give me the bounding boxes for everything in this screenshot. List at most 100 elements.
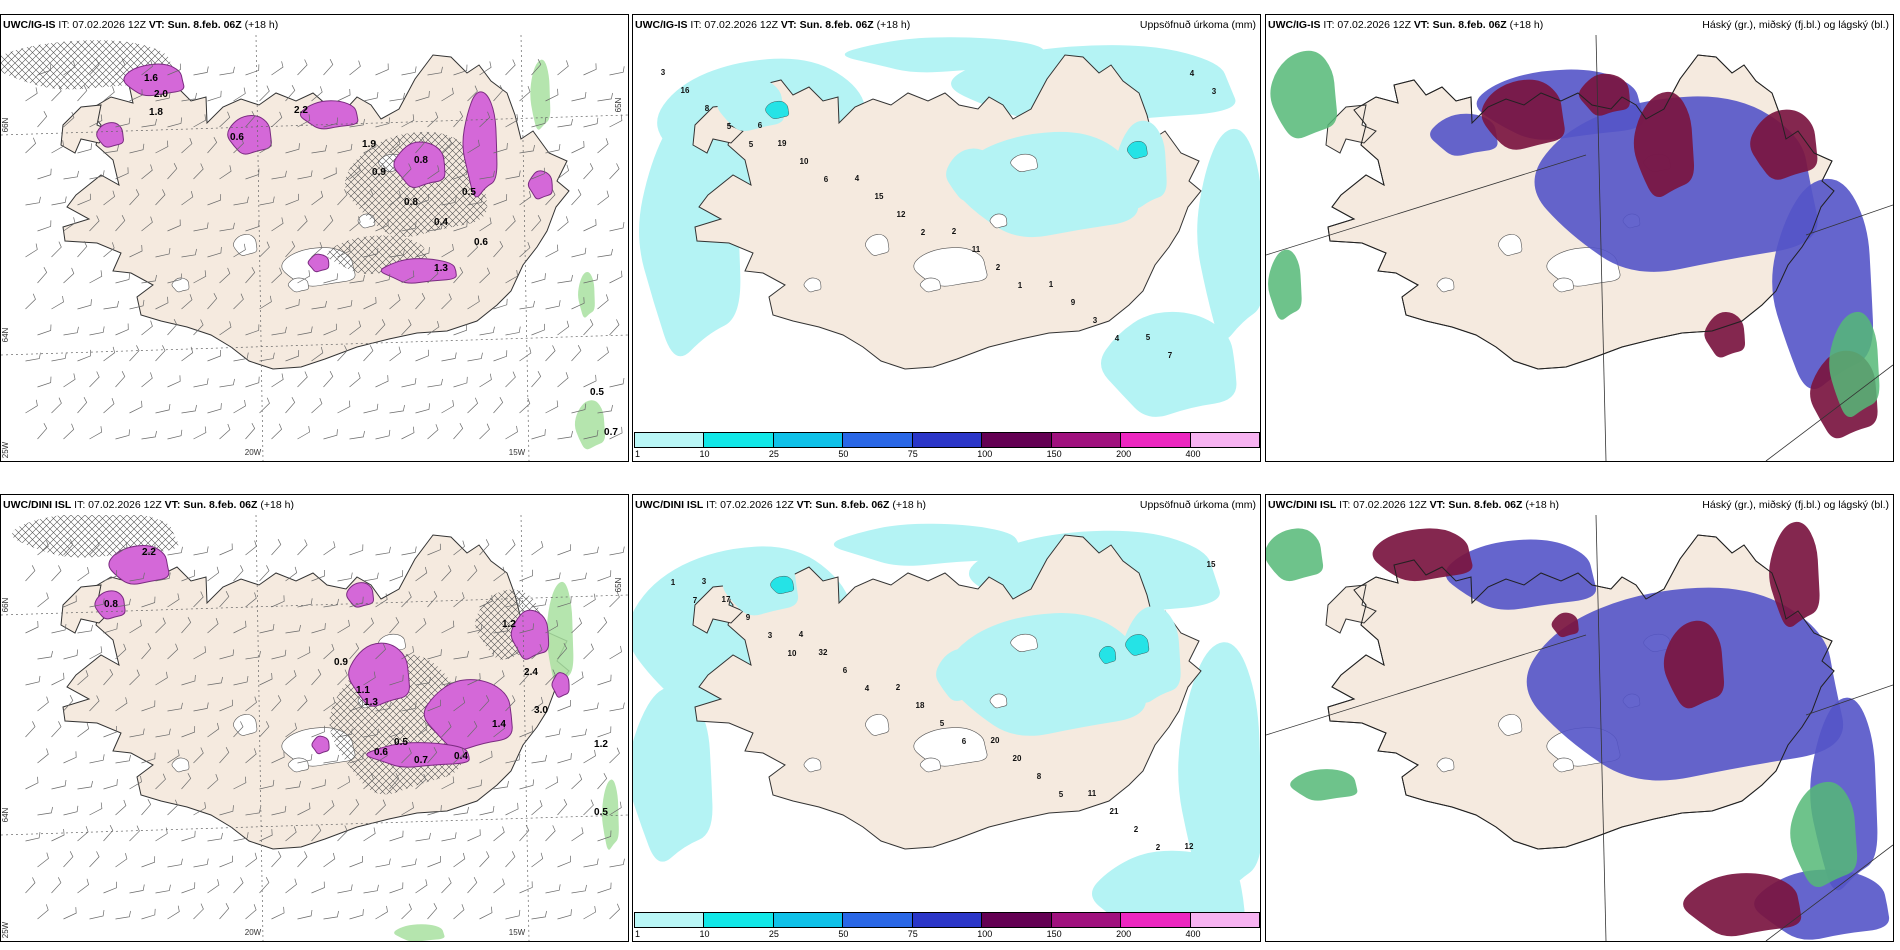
wind-barb	[167, 749, 180, 764]
model-name: UWC/DINI ISL	[1268, 499, 1337, 511]
precip-value-label: 20	[991, 736, 1000, 745]
wind-barb	[531, 59, 542, 76]
wind-barb	[401, 747, 412, 764]
precip-sea-area	[1100, 311, 1237, 417]
wind-value-label: 0.7	[604, 427, 618, 438]
wind-barb	[583, 163, 594, 180]
colorbar-tick-label: 75	[907, 449, 918, 459]
wind-barb	[63, 423, 75, 440]
wind-barb	[323, 852, 336, 868]
wind-barb	[323, 800, 335, 816]
precip-value-label: 7	[1168, 351, 1173, 360]
wind-barb	[285, 350, 300, 362]
wind-barb	[51, 241, 62, 258]
wind-barb	[493, 780, 509, 790]
wind-barb	[453, 111, 464, 128]
precip-area	[311, 735, 330, 755]
wind-barb	[37, 904, 49, 920]
wind-barb	[245, 852, 258, 868]
wind-barb	[297, 215, 308, 232]
precip-area	[348, 642, 410, 707]
wind-barb	[479, 170, 495, 180]
graticule-label: 20W	[245, 448, 262, 457]
wind-barb	[77, 624, 93, 634]
wind-barb	[115, 215, 126, 232]
precip-area	[96, 122, 124, 148]
wind-barb	[141, 320, 153, 336]
wind-barb	[181, 191, 194, 206]
wind-barb	[245, 748, 257, 764]
wind-barb	[467, 673, 481, 686]
wind-value-label: 1.3	[364, 697, 378, 708]
wind-value-label: 1.2	[594, 739, 608, 750]
wind-barb	[219, 267, 231, 284]
glacier	[919, 277, 941, 293]
init-time: IT: 07.02.2026 12Z	[1323, 19, 1411, 31]
wind-barb	[441, 877, 452, 894]
colorbar-tick-label: 10	[699, 449, 710, 459]
glacier	[171, 757, 190, 773]
wind-barb	[297, 851, 308, 868]
wind-barb	[415, 247, 430, 258]
glacier	[1436, 277, 1455, 293]
wind-value-label: 2.2	[142, 547, 156, 558]
wind-barb	[531, 644, 543, 660]
graticule	[1, 515, 628, 941]
precip-value-label: 11	[972, 245, 981, 254]
region-boundary	[1805, 204, 1893, 236]
wind-barb	[505, 371, 516, 388]
wind-barb	[259, 196, 275, 206]
wind-barb	[103, 669, 114, 686]
wind-barb	[245, 806, 261, 816]
wind-barb	[427, 747, 438, 764]
wind-barb	[25, 721, 36, 738]
wind-barb	[505, 909, 521, 920]
wind-barb	[311, 779, 326, 790]
wind-barb	[37, 540, 49, 556]
wind-barb	[155, 617, 166, 634]
wind-value-label: 1.1	[356, 685, 370, 696]
region-boundary	[1595, 515, 1607, 941]
wind-barb	[493, 85, 504, 102]
wind-barb	[389, 190, 402, 206]
light-precip-area	[394, 924, 445, 941]
wind-barb	[441, 196, 457, 206]
wind-map-panel-bottom: UWC/DINI ISL IT: 07.02.2026 12Z VT: Sun.…	[0, 494, 629, 942]
wind-barb	[571, 247, 587, 258]
light-precip-area	[530, 59, 551, 130]
wind-barb	[363, 773, 375, 790]
wind-barb	[557, 700, 571, 712]
wind-barb	[285, 298, 300, 310]
wind-barb	[115, 541, 128, 556]
colorbar-swatch	[981, 912, 1052, 928]
wind-barb	[493, 298, 508, 310]
wind-barb	[25, 776, 39, 790]
wind-barb	[233, 137, 244, 154]
wind-barb	[311, 881, 325, 894]
wind-barb	[129, 244, 143, 258]
wind-barb	[519, 144, 535, 154]
wind-barb	[51, 140, 64, 154]
valid-time: VT: Sun. 8.feb. 06Z	[1429, 499, 1523, 511]
wind-barb	[323, 429, 338, 440]
precip-area	[346, 582, 375, 608]
graticule-label: 25W	[1, 921, 10, 938]
wind-barb	[545, 300, 561, 310]
wind-barb	[389, 830, 404, 842]
wind-barb	[363, 189, 374, 206]
region-boundary	[1765, 364, 1893, 461]
wind-barb	[129, 775, 142, 790]
wind-barb	[141, 799, 152, 816]
wind-barb	[155, 572, 171, 582]
precip-value-label: 4	[799, 630, 804, 639]
wind-barb	[597, 294, 609, 310]
wind-barb	[37, 748, 49, 764]
wind-barb	[337, 669, 348, 686]
precip-value-label: 11	[1088, 789, 1097, 798]
wind-barb	[323, 215, 334, 232]
wind-barb	[37, 806, 53, 816]
wind-barb	[545, 88, 559, 102]
wind-barb	[37, 696, 49, 712]
wind-barb	[245, 696, 257, 712]
wind-barb	[297, 909, 313, 920]
